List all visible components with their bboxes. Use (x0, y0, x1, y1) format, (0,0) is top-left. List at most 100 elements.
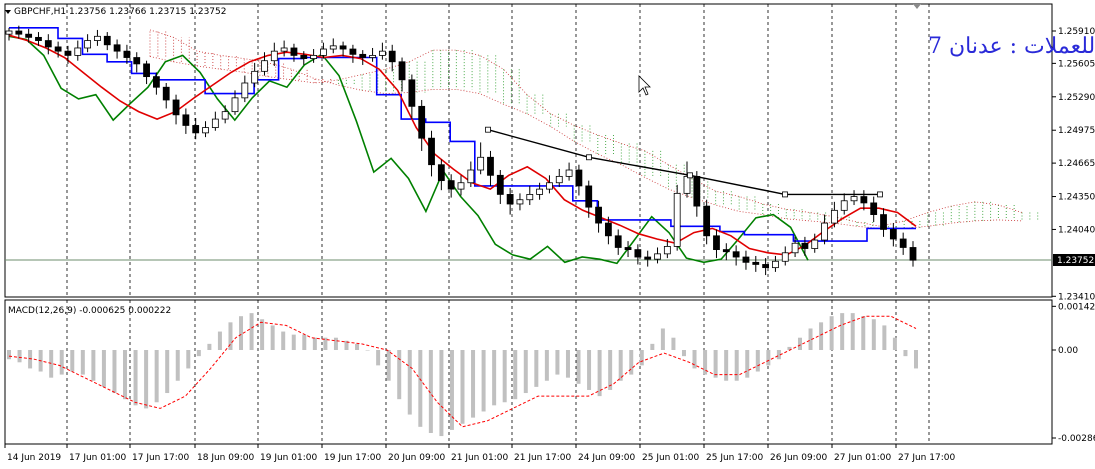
candle-bull (280, 47, 288, 52)
macd-histogram-bar (323, 337, 328, 350)
macd-histogram-bar (471, 350, 476, 418)
candle-bull (5, 30, 13, 35)
candle-bear (162, 86, 170, 101)
macd-histogram-bar (861, 316, 866, 350)
ichimoku-cloud (149, 29, 1039, 229)
candle-bear (359, 53, 367, 58)
price-axis-label: 1.25290 (1058, 93, 1095, 103)
candle-bear (35, 36, 42, 41)
macd-histogram-bar (302, 334, 307, 350)
pane-frames (4, 3, 1053, 445)
macd-histogram-bar (112, 350, 117, 394)
candle-bull (850, 196, 858, 202)
macd-histogram-bar (523, 350, 528, 394)
candles (5, 25, 917, 276)
candle-bull (251, 70, 259, 84)
time-axis-label: 14 Jun 2019 (7, 453, 61, 463)
macd-histogram-bar (703, 350, 708, 375)
macd-histogram-bar (397, 350, 402, 400)
macd-histogram-bar (355, 343, 360, 350)
candle-bull (654, 253, 661, 260)
macd-histogram-bar (808, 328, 813, 350)
price-axis-label: 1.24350 (1058, 193, 1095, 203)
candle-bull (840, 200, 848, 211)
mouse-cursor-icon (638, 75, 651, 96)
macd-histogram-bar (513, 350, 518, 400)
candle-bull (231, 97, 239, 113)
candle-bull (781, 252, 789, 262)
kijun-sen-line (9, 26, 916, 242)
candle-bull (830, 209, 838, 224)
trendline-anchor (877, 191, 883, 198)
price-axis-label: 1.23410 (1058, 292, 1095, 302)
macd-histogram-bar (239, 316, 244, 350)
macd-histogram-bar (871, 319, 876, 350)
senkou-a-line (149, 49, 1023, 227)
macd-histogram-bar (576, 350, 581, 384)
macd-histogram-bar (207, 343, 212, 350)
macd-histogram-bar (333, 337, 338, 350)
price-axis-label: 1.24665 (1058, 159, 1095, 169)
macd-pane (7, 313, 918, 437)
candle-bear (64, 50, 72, 56)
candle-bull (74, 47, 82, 56)
candle-bear (801, 242, 809, 249)
time-axis-label: 18 Jun 09:00 (197, 453, 254, 463)
candle-bear (644, 256, 652, 260)
candle-bear (143, 63, 150, 78)
time-axis-label: 25 Jun 01:00 (642, 453, 699, 463)
indicator-lines (8, 26, 917, 265)
candle-bull (683, 175, 691, 194)
macd-histogram-bar (133, 350, 138, 406)
macd-histogram-bar (80, 350, 85, 375)
candle-bear (447, 180, 455, 190)
candle-bull (791, 242, 799, 254)
current-price-tag-bg (1053, 254, 1095, 266)
time-axis-label: 20 Jun 09:00 (388, 453, 445, 463)
candle-bear (604, 222, 612, 237)
macd-histogram-bar (629, 350, 634, 375)
candle-bear (339, 45, 347, 50)
macd-signal-line (8, 315, 917, 428)
macd-histogram-bar (544, 350, 549, 381)
macd-histogram-bar (386, 350, 391, 381)
time-axis-label: 21 Jun 17:00 (514, 453, 571, 463)
candle-bull (772, 260, 779, 269)
macd-histogram-bar (175, 350, 180, 381)
time-axis-label: 21 Jun 01:00 (451, 453, 508, 463)
macd-histogram-bar (196, 350, 201, 357)
price-axis-label: 1.24040 (1058, 225, 1095, 235)
candle-bear (113, 44, 121, 52)
macd-histogram-bar (734, 350, 739, 381)
macd-histogram-bar (439, 350, 444, 437)
macd-histogram-bar (291, 334, 296, 350)
macd-histogram-bar (365, 350, 370, 351)
candle-bear (388, 50, 396, 63)
candle-bull (821, 222, 828, 241)
macd-histogram-bar (7, 350, 11, 360)
candle-bull (202, 127, 209, 134)
macd-histogram-bar (165, 350, 170, 394)
macd-histogram-bar (228, 322, 233, 350)
trendline-group[interactable] (485, 126, 883, 198)
time-axis-label: 17 Jun 01:00 (69, 453, 126, 463)
macd-histogram-bar (270, 325, 275, 350)
candle-bear (172, 99, 180, 116)
candle-bull (555, 175, 563, 184)
dropdown-triangle-icon[interactable] (5, 10, 11, 14)
macd-histogram-bar (565, 350, 570, 378)
macd-histogram-bar (882, 325, 887, 350)
candle-bear (899, 238, 907, 248)
candle-bull (320, 48, 327, 56)
macd-histogram-bar (660, 328, 665, 350)
candle-bear (192, 125, 200, 134)
candle-bear (349, 48, 357, 55)
macd-histogram-bar (692, 350, 697, 369)
candle-bear (103, 35, 111, 46)
candle-bear (290, 47, 298, 56)
trendline-anchor (485, 126, 491, 133)
macd-histogram-bar (28, 350, 33, 369)
macd-histogram-bar (840, 313, 845, 350)
time-gridlines (5, 4, 1052, 444)
